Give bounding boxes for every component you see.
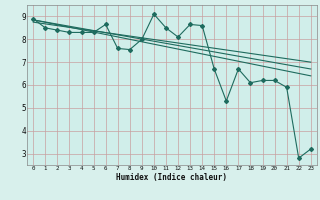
X-axis label: Humidex (Indice chaleur): Humidex (Indice chaleur) <box>116 173 228 182</box>
